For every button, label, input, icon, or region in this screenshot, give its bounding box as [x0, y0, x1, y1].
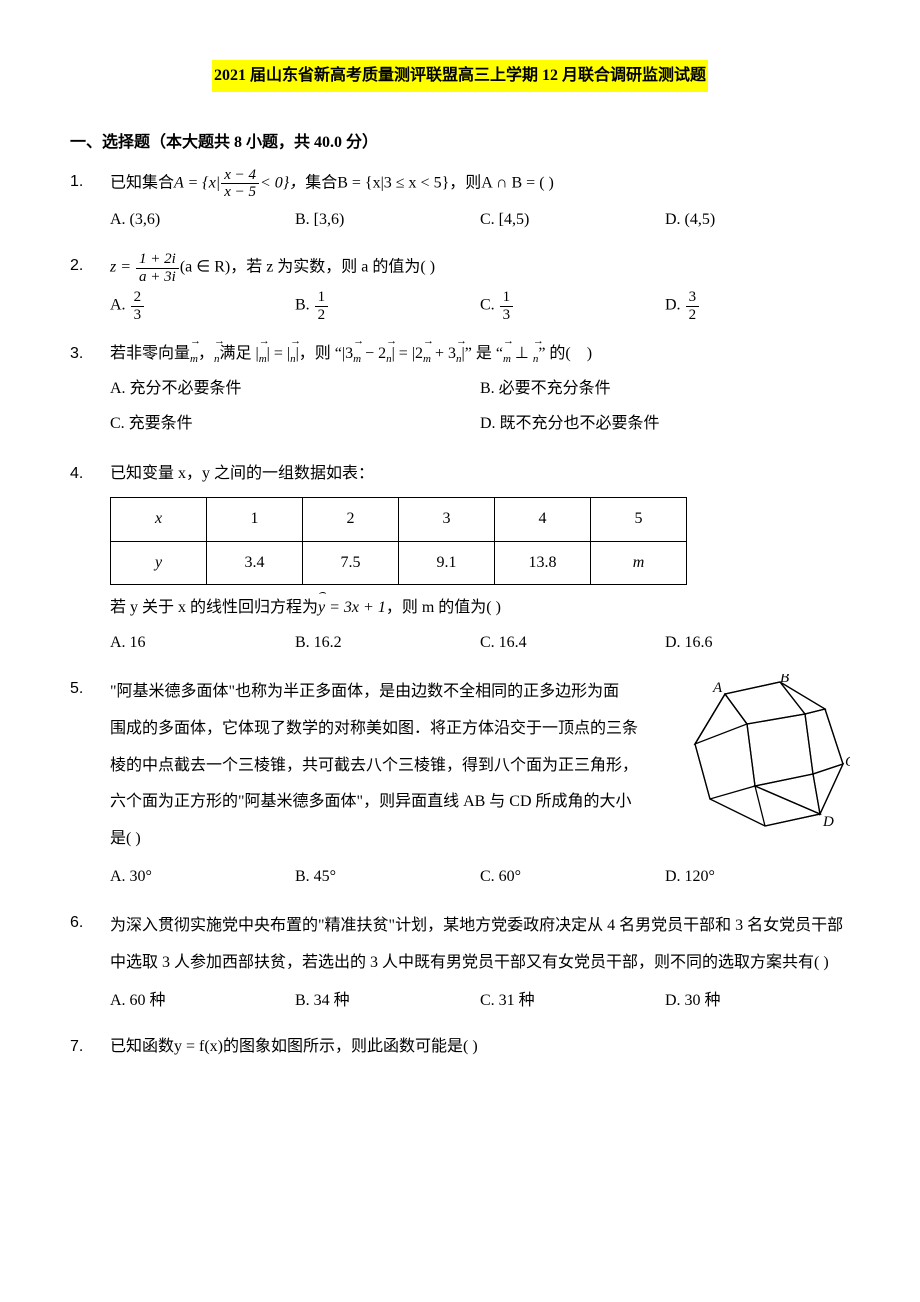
- q1-opt-b: B. [3,6): [295, 205, 480, 235]
- q5-opt-a: A. 30°: [110, 862, 295, 892]
- q1-stem: 已知集合A = {x|x − 4x − 5< 0}，集合B = {x|3 ≤ x…: [110, 167, 850, 201]
- q5-opt-c: C. 60°: [480, 862, 665, 892]
- q3-number: 3.: [70, 339, 110, 369]
- question-7: 7. 已知函数y = f(x)的图象如图所示，则此函数可能是( ): [70, 1032, 850, 1062]
- q4-number: 4.: [70, 459, 110, 489]
- page-title: 2021 届山东省新高考质量测评联盟高三上学期 12 月联合调研监测试题: [212, 60, 708, 92]
- q2-opt-d: D. 32: [665, 289, 850, 323]
- question-6: 6. 为深入贯彻实施党中央布置的"精准扶贫"计划，某地方党委政府决定从 4 名男…: [70, 908, 850, 1026]
- q1-opt-d: D. (4,5): [665, 205, 850, 235]
- q1-number: 1.: [70, 167, 110, 197]
- section-heading: 一、选择题（本大题共 8 小题，共 40.0 分）: [70, 128, 850, 158]
- q4-table: x12345 y3.47.59.113.8m: [110, 497, 687, 585]
- q2-number: 2.: [70, 251, 110, 281]
- q2-opt-b: B. 12: [295, 289, 480, 323]
- q6-opt-a: A. 60 种: [110, 986, 295, 1016]
- q1-options: A. (3,6) B. [3,6) C. [4,5) D. (4,5): [110, 205, 850, 235]
- q3-opt-b: B. 必要不充分条件: [480, 374, 850, 404]
- svg-text:D: D: [822, 814, 834, 830]
- q1-opt-a: A. (3,6): [110, 205, 295, 235]
- q3-opt-d: D. 既不充分也不必要条件: [480, 409, 850, 439]
- q6-stem: 为深入贯彻实施党中央布置的"精准扶贫"计划，某地方党委政府决定从 4 名男党员干…: [110, 908, 850, 982]
- svg-text:B: B: [780, 674, 789, 686]
- svg-text:A: A: [712, 680, 723, 696]
- q5-number: 5.: [70, 674, 110, 704]
- q3-stem: 若非零向量→m，→n满足 |→m| = |→n|，则 “|3→m − 2→n| …: [110, 339, 850, 370]
- q7-number: 7.: [70, 1032, 110, 1062]
- polyhedron-figure: A B C D: [685, 674, 850, 845]
- q3-options: A. 充分不必要条件 B. 必要不充分条件 C. 充要条件 D. 既不充分也不必…: [110, 374, 850, 443]
- q4-opt-a: A. 16: [110, 628, 295, 658]
- q4-opt-c: C. 16.4: [480, 628, 665, 658]
- question-5: 5. "阿基米德多面体"也称为半正多面体，是由边数不全相同的正多边形为面 围成的…: [70, 674, 850, 902]
- q2-opt-a: A. 23: [110, 289, 295, 323]
- q6-number: 6.: [70, 908, 110, 938]
- table-row: y3.47.59.113.8m: [111, 541, 687, 584]
- q4-stem1: 已知变量 x，y 之间的一组数据如表：: [110, 459, 850, 489]
- q6-opt-c: C. 31 种: [480, 986, 665, 1016]
- question-4: 4. 已知变量 x，y 之间的一组数据如表： x12345 y3.47.59.1…: [70, 459, 850, 668]
- q7-stem: 已知函数y = f(x)的图象如图所示，则此函数可能是( ): [110, 1032, 850, 1062]
- q5-stem: "阿基米德多面体"也称为半正多面体，是由边数不全相同的正多边形为面 围成的多面体…: [110, 674, 685, 858]
- q5-opt-d: D. 120°: [665, 862, 850, 892]
- q4-opt-b: B. 16.2: [295, 628, 480, 658]
- question-2: 2. z = 1 + 2ia + 3i(a ∈ R)，若 z 为实数，则 a 的…: [70, 251, 850, 333]
- question-1: 1. 已知集合A = {x|x − 4x − 5< 0}，集合B = {x|3 …: [70, 167, 850, 245]
- q6-opt-b: B. 34 种: [295, 986, 480, 1016]
- q2-stem: z = 1 + 2ia + 3i(a ∈ R)，若 z 为实数，则 a 的值为(…: [110, 251, 850, 285]
- q5-opt-b: B. 45°: [295, 862, 480, 892]
- q4-opt-d: D. 16.6: [665, 628, 850, 658]
- q4-options: A. 16 B. 16.2 C. 16.4 D. 16.6: [110, 628, 850, 658]
- q3-opt-a: A. 充分不必要条件: [110, 374, 480, 404]
- svg-text:C: C: [845, 754, 850, 770]
- q6-options: A. 60 种 B. 34 种 C. 31 种 D. 30 种: [110, 986, 850, 1016]
- question-3: 3. 若非零向量→m，→n满足 |→m| = |→n|，则 “|3→m − 2→…: [70, 339, 850, 453]
- q2-opt-c: C. 13: [480, 289, 665, 323]
- q5-options: A. 30° B. 45° C. 60° D. 120°: [110, 862, 850, 892]
- q6-opt-d: D. 30 种: [665, 986, 850, 1016]
- q3-opt-c: C. 充要条件: [110, 409, 480, 439]
- q4-stem2: 若 y 关于 x 的线性回归方程为y = 3x + 1，则 m 的值为( ): [110, 593, 850, 623]
- table-row: x12345: [111, 498, 687, 541]
- q2-options: A. 23 B. 12 C. 13 D. 32: [110, 289, 850, 323]
- q1-opt-c: C. [4,5): [480, 205, 665, 235]
